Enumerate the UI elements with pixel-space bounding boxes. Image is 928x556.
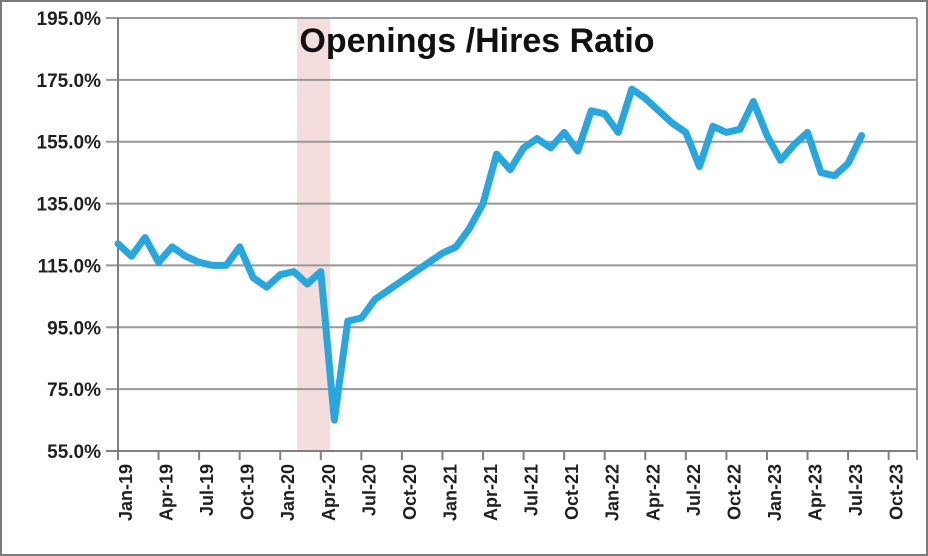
x-tick-label: Jul-19 (197, 464, 217, 516)
x-tick-label: Jul-20 (359, 464, 379, 516)
x-tick-label: Apr-22 (643, 464, 663, 521)
chart-title: Openings /Hires Ratio (299, 22, 654, 60)
x-tick-label: Oct-19 (238, 464, 258, 520)
x-tick-label: Jan-22 (603, 464, 623, 521)
x-tick-label: Oct-20 (400, 464, 420, 520)
x-tick-label: Jul-21 (522, 464, 542, 516)
recession-band (297, 18, 331, 451)
x-tick-label: Apr-23 (806, 464, 826, 521)
y-tick-label: 115.0% (38, 256, 101, 277)
x-tick-label: Jul-23 (846, 464, 866, 516)
x-tick-label: Oct-23 (887, 464, 907, 520)
y-tick-label: 75.0% (47, 380, 101, 401)
y-tick-label: 155.0% (37, 133, 102, 154)
y-tick-label: 95.0% (47, 318, 101, 339)
x-tick-label: Jan-23 (765, 464, 785, 521)
x-tick-label: Apr-19 (157, 464, 177, 521)
x-tick-label: Jan-20 (278, 464, 298, 521)
x-tick-label: Apr-21 (481, 464, 501, 521)
x-tick-label: Oct-22 (724, 464, 744, 520)
y-tick-label: 175.0% (37, 71, 102, 92)
x-tick-label: Jan-19 (116, 464, 136, 521)
chart-plot-area: 195.0% 175.0% 155.0% 135.0% 115.0% 95.0% 75.0%… (37, 9, 918, 521)
y-tick-label: 135.0% (37, 195, 102, 216)
y-tick-label: 195.0% (37, 9, 102, 30)
x-tick-label: Apr-20 (319, 464, 339, 521)
data-line-openings-hires-ratio (114, 85, 866, 424)
x-tick-label: Jan-21 (440, 464, 460, 521)
y-tick-label: 55.0% (47, 442, 101, 463)
x-tick-label: Oct-21 (562, 464, 582, 520)
x-tick-label: Jul-22 (684, 464, 704, 516)
